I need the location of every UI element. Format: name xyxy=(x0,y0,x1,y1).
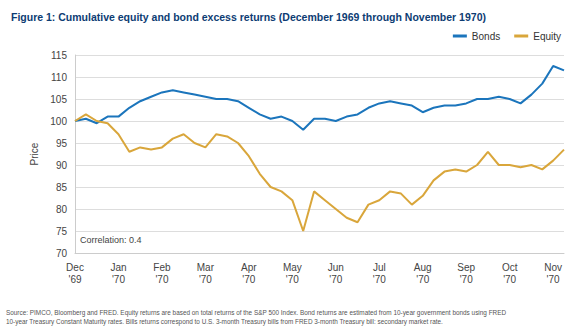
svg-text:90: 90 xyxy=(56,160,68,171)
svg-text:May: May xyxy=(283,262,302,273)
svg-text:'70: '70 xyxy=(329,274,342,285)
svg-text:'70: '70 xyxy=(242,274,255,285)
svg-text:115: 115 xyxy=(51,50,67,61)
svg-text:Jan: Jan xyxy=(110,262,126,273)
svg-text:'70: '70 xyxy=(155,274,168,285)
svg-text:10-year Treasury Constant Matu: 10-year Treasury Constant Maturity rates… xyxy=(6,318,443,326)
svg-text:'70: '70 xyxy=(416,274,429,285)
svg-text:'70: '70 xyxy=(112,274,125,285)
svg-text:Nov: Nov xyxy=(544,262,562,273)
svg-text:Jun: Jun xyxy=(328,262,344,273)
svg-text:110: 110 xyxy=(51,72,67,83)
svg-text:Dec: Dec xyxy=(66,262,84,273)
svg-text:70: 70 xyxy=(56,248,68,259)
svg-text:Jul: Jul xyxy=(373,262,386,273)
svg-text:Aug: Aug xyxy=(414,262,432,273)
svg-text:'70: '70 xyxy=(503,274,516,285)
svg-text:75: 75 xyxy=(56,226,68,237)
svg-text:Equity: Equity xyxy=(533,31,561,42)
svg-text:Source: PIMCO, Bloomberg and F: Source: PIMCO, Bloomberg and FRED. Equit… xyxy=(6,309,506,317)
svg-text:Correlation: 0.4: Correlation: 0.4 xyxy=(80,235,142,245)
svg-text:80: 80 xyxy=(56,204,68,215)
svg-text:Figure 1: Cumulative equity an: Figure 1: Cumulative equity and bond exc… xyxy=(11,11,486,23)
svg-text:'70: '70 xyxy=(286,274,299,285)
svg-text:Oct: Oct xyxy=(502,262,518,273)
svg-text:95: 95 xyxy=(56,138,68,149)
svg-text:Bonds: Bonds xyxy=(472,31,500,42)
svg-text:Apr: Apr xyxy=(241,262,257,273)
svg-text:Sep: Sep xyxy=(457,262,475,273)
svg-text:Price: Price xyxy=(29,142,40,165)
svg-text:'70: '70 xyxy=(460,274,473,285)
svg-text:100: 100 xyxy=(50,116,67,127)
svg-text:85: 85 xyxy=(56,182,68,193)
svg-text:'70: '70 xyxy=(547,274,560,285)
svg-text:'70: '70 xyxy=(373,274,386,285)
svg-text:105: 105 xyxy=(50,94,67,105)
svg-text:'70: '70 xyxy=(199,274,212,285)
svg-text:'69: '69 xyxy=(68,274,81,285)
svg-text:Mar: Mar xyxy=(197,262,215,273)
svg-text:Feb: Feb xyxy=(153,262,171,273)
